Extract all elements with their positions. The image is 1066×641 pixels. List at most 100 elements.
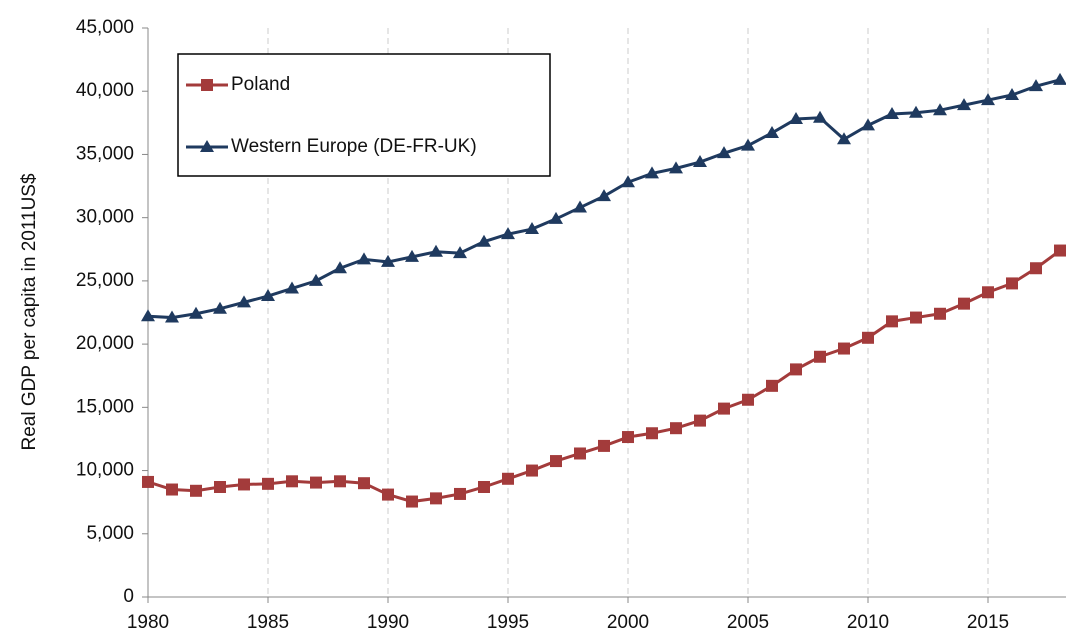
marker — [646, 427, 658, 440]
marker — [309, 273, 323, 286]
y-axis-label: Real GDP per capita in 2011US$ — [19, 173, 40, 451]
marker — [502, 472, 514, 485]
marker — [813, 110, 827, 123]
x-tick-label: 1990 — [367, 612, 409, 633]
marker — [597, 189, 611, 202]
x-tick-label: 2005 — [727, 612, 769, 633]
marker — [717, 146, 731, 159]
marker — [454, 487, 466, 500]
marker — [526, 464, 538, 477]
marker — [261, 289, 275, 302]
marker — [430, 492, 442, 505]
marker — [501, 227, 515, 240]
marker — [189, 306, 203, 319]
marker — [286, 475, 298, 488]
marker — [238, 478, 250, 491]
marker — [357, 252, 371, 265]
marker — [525, 222, 539, 235]
marker — [718, 402, 730, 415]
marker — [310, 476, 322, 489]
marker — [934, 307, 946, 320]
marker — [765, 125, 779, 138]
marker — [837, 132, 851, 145]
marker — [598, 439, 610, 452]
y-tick-label: 20,000 — [76, 333, 134, 354]
marker — [933, 103, 947, 116]
marker — [550, 455, 562, 468]
marker — [141, 309, 155, 322]
marker — [621, 175, 635, 188]
marker — [910, 311, 922, 324]
marker — [429, 244, 443, 257]
y-tick-label: 5,000 — [86, 523, 134, 544]
x-tick-label: 2010 — [847, 612, 889, 633]
y-tick-label: 10,000 — [76, 460, 134, 481]
marker — [862, 331, 874, 344]
y-tick-label: 0 — [123, 586, 134, 607]
marker — [694, 414, 706, 427]
marker — [573, 200, 587, 213]
marker — [981, 93, 995, 106]
x-tick-label: 2000 — [607, 612, 649, 633]
x-tick-label: 1980 — [127, 612, 169, 633]
marker — [477, 234, 491, 247]
x-tick-label: 1995 — [487, 612, 529, 633]
legend-marker — [200, 140, 214, 152]
marker — [262, 477, 274, 490]
x-tick-label: 2015 — [967, 612, 1009, 633]
marker — [405, 249, 419, 262]
marker — [693, 155, 707, 168]
marker — [166, 483, 178, 496]
legend-label: Western Europe (DE-FR-UK) — [231, 136, 477, 157]
marker — [382, 488, 394, 501]
marker — [645, 166, 659, 179]
marker — [838, 342, 850, 355]
marker — [622, 431, 634, 444]
marker — [814, 350, 826, 363]
marker — [909, 105, 923, 118]
legend-marker — [201, 79, 213, 91]
marker — [333, 261, 347, 274]
marker — [789, 112, 803, 125]
marker — [790, 363, 802, 376]
y-tick-label: 15,000 — [76, 396, 134, 417]
marker — [334, 475, 346, 488]
marker — [1005, 88, 1019, 101]
series-line — [147, 249, 1061, 504]
marker — [1006, 277, 1018, 290]
marker — [406, 495, 418, 508]
marker — [1030, 262, 1042, 275]
marker — [957, 98, 971, 111]
y-tick-label: 40,000 — [76, 80, 134, 101]
marker — [885, 106, 899, 119]
marker — [741, 138, 755, 151]
marker — [886, 315, 898, 328]
marker — [669, 161, 683, 174]
y-tick-label: 25,000 — [76, 270, 134, 291]
marker — [1029, 79, 1043, 92]
marker — [285, 281, 299, 294]
legend-box — [177, 53, 551, 177]
marker — [165, 310, 179, 323]
marker — [670, 422, 682, 435]
marker — [1054, 244, 1066, 257]
marker — [478, 480, 490, 493]
marker — [742, 393, 754, 406]
y-tick-label: 45,000 — [76, 17, 134, 38]
marker — [237, 295, 251, 308]
x-tick-label: 1985 — [247, 612, 289, 633]
marker — [213, 301, 227, 314]
marker — [1053, 72, 1066, 85]
y-tick-label: 30,000 — [76, 207, 134, 228]
marker — [549, 211, 563, 224]
marker — [142, 475, 154, 488]
marker — [453, 246, 467, 259]
marker — [381, 254, 395, 267]
marker — [861, 118, 875, 131]
marker — [958, 297, 970, 310]
marker — [574, 447, 586, 460]
marker — [190, 484, 202, 497]
marker — [358, 477, 370, 490]
marker — [982, 286, 994, 299]
